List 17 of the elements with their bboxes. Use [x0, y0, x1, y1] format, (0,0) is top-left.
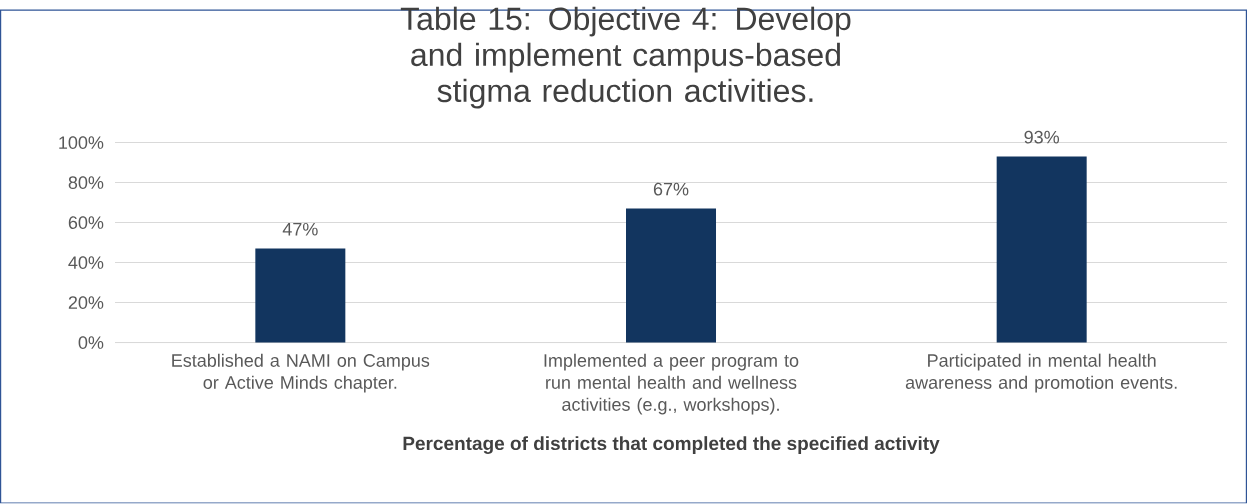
data-label: 93% — [1024, 130, 1060, 144]
y-tick-label: 80% — [68, 176, 104, 190]
x-tick-label: Established a NAMI on Campus or Active Minds chapter. — [172, 353, 430, 393]
data-label: 47% — [282, 223, 318, 236]
y-tick-label: 60% — [68, 216, 104, 230]
data-label: 67% — [653, 182, 689, 196]
bar — [996, 156, 1087, 343]
bar — [255, 248, 346, 343]
chart-title: Table 15: Objective 4: Develop and implement campus-based stigma reduction activities. — [400, 6, 851, 109]
x-tick-label: Implemented a peer program to run mental health and wellness activities (e.g., workshops). — [544, 353, 799, 415]
y-tick-label: 0% — [78, 336, 104, 350]
y-tick-label: 20% — [68, 296, 104, 310]
y-tick-label: 40% — [68, 256, 104, 270]
x-axis-title: Percentage of districts that completed the specified activity — [403, 436, 940, 455]
x-tick-label: Participated in mental health awareness and promotion events. — [905, 353, 1177, 393]
bar — [626, 208, 717, 343]
y-tick-label: 100% — [59, 136, 104, 150]
